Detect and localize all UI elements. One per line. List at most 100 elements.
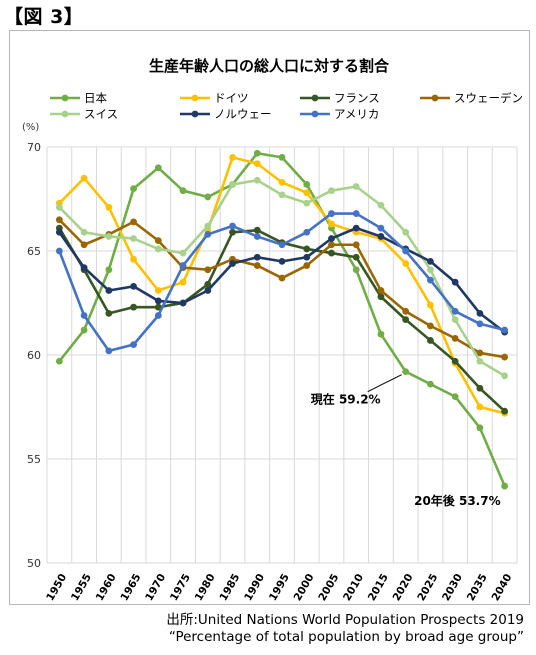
data-point: [179, 262, 187, 269]
y-tick-label: 65: [27, 245, 41, 258]
data-point: [451, 393, 459, 400]
data-point: [352, 266, 360, 274]
data-point: [476, 403, 484, 411]
annotation-future: 20年後 53.7%: [414, 493, 501, 508]
data-point: [352, 253, 360, 261]
data-point: [303, 228, 311, 236]
data-point: [451, 278, 459, 286]
legend-label: スイス: [84, 107, 118, 121]
data-point: [80, 264, 88, 272]
data-point: [179, 299, 187, 307]
data-point: [377, 201, 385, 209]
data-point: [229, 154, 236, 161]
data-point: [402, 260, 410, 267]
data-point: [80, 312, 88, 319]
data-point: [377, 233, 385, 240]
data-point: [303, 189, 311, 197]
data-point: [427, 276, 434, 284]
x-tick-label: 1950: [44, 572, 69, 603]
data-point: [229, 260, 236, 267]
data-point: [303, 262, 311, 269]
x-tick-label: 1955: [69, 572, 94, 603]
legend-label: アメリカ: [334, 107, 379, 121]
x-tick-label: 1980: [193, 572, 218, 603]
data-point: [229, 228, 236, 236]
data-point: [80, 326, 88, 334]
legend-marker: [61, 110, 69, 118]
x-tick-label: 2035: [465, 572, 490, 603]
data-point: [501, 326, 509, 334]
data-point: [80, 241, 88, 249]
legend-label: ノルウェー: [214, 107, 272, 121]
data-point: [105, 347, 113, 355]
annotation-leader: [367, 374, 402, 393]
data-point: [204, 280, 212, 288]
figure-label: 【図 3】: [4, 6, 84, 28]
x-tick-label: 2020: [391, 572, 416, 603]
data-point: [154, 312, 162, 319]
data-point: [204, 230, 212, 238]
x-tick-label: 1990: [242, 572, 267, 603]
data-point: [253, 253, 261, 261]
data-point: [303, 253, 311, 261]
data-point: [451, 307, 459, 315]
data-point: [130, 235, 137, 242]
y-tick-label: 70: [27, 141, 41, 154]
data-point: [352, 210, 360, 217]
data-point: [55, 203, 63, 211]
data-point: [253, 262, 261, 269]
data-point: [352, 241, 360, 249]
data-point: [204, 266, 212, 274]
data-point: [154, 297, 162, 305]
data-point: [130, 282, 137, 290]
data-point: [55, 357, 63, 365]
data-point: [476, 349, 484, 357]
data-point: [328, 235, 335, 242]
data-point: [105, 310, 113, 317]
legend-label: ドイツ: [214, 91, 249, 105]
data-point: [105, 203, 113, 211]
data-point: [352, 224, 360, 232]
data-point: [328, 241, 335, 249]
data-point: [204, 222, 212, 230]
data-point: [253, 176, 261, 184]
legend-marker: [311, 94, 319, 102]
data-point: [451, 334, 459, 342]
data-point: [476, 357, 484, 365]
data-point: [179, 249, 187, 257]
data-point: [154, 245, 162, 253]
x-tick-label: 2025: [415, 572, 440, 603]
data-point: [427, 258, 434, 265]
data-point: [179, 187, 187, 195]
data-point: [278, 191, 286, 199]
y-tick-label: 55: [27, 453, 41, 466]
data-point: [427, 266, 434, 274]
data-point: [130, 303, 137, 311]
data-point: [130, 341, 137, 348]
data-point: [501, 407, 509, 415]
x-tick-label: 2030: [440, 572, 465, 603]
data-point: [179, 278, 187, 286]
data-point: [278, 258, 286, 265]
data-point: [427, 301, 434, 309]
legend-label: 日本: [84, 91, 107, 105]
data-point: [229, 181, 236, 188]
chart-title: 生産年齢人口の総人口に対する割合: [149, 57, 390, 75]
data-point: [55, 216, 63, 224]
data-point: [476, 320, 484, 328]
legend-marker: [431, 94, 439, 102]
legend-label: フランス: [334, 91, 380, 105]
data-point: [402, 368, 410, 376]
data-point: [427, 380, 434, 388]
data-point: [451, 357, 459, 365]
data-point: [377, 330, 385, 338]
data-point: [105, 266, 113, 274]
data-point: [303, 181, 311, 188]
data-point: [476, 384, 484, 392]
data-point: [303, 245, 311, 253]
x-tick-label: 1985: [217, 572, 242, 603]
data-point: [377, 293, 385, 301]
data-point: [204, 193, 212, 201]
data-point: [253, 149, 261, 157]
data-point: [377, 224, 385, 232]
